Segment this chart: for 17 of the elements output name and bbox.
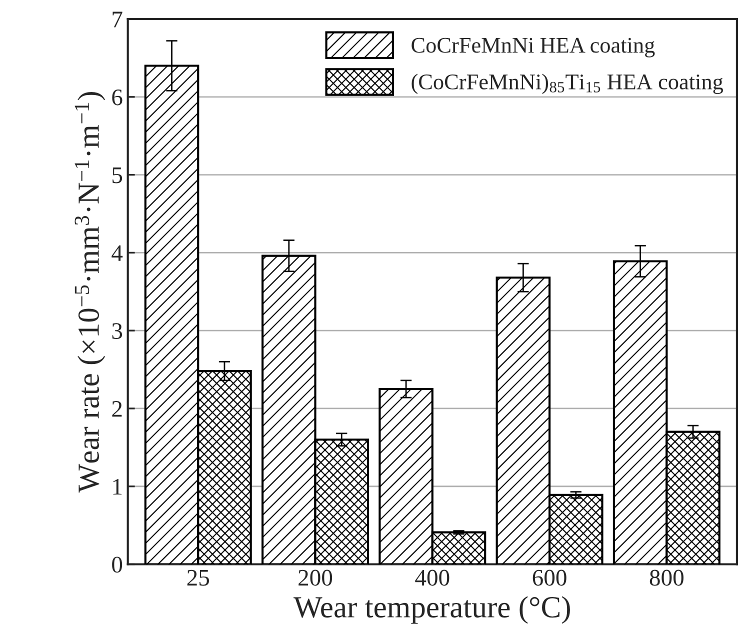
legend-label: (CoCrFeMnNi)$_{85}$Ti$_{15}$ HEA coating	[412, 74, 724, 94]
y-tick-label: 5	[112, 168, 122, 184]
legend-label: CoCrFeMnNi HEA coating	[412, 38, 655, 58]
y-tick-label: 4	[112, 245, 123, 261]
y-tick-label: 7	[112, 12, 122, 28]
x-tick-label: 200	[298, 570, 332, 586]
x-axis-title: Wear temperature (°C)	[294, 596, 570, 624]
x-tick-label: 600	[532, 570, 566, 586]
y-tick-label: 0	[112, 556, 122, 573]
y-tick-label: 2	[112, 401, 122, 417]
x-tick-label: 400	[415, 570, 450, 586]
y-tick-label: 6	[112, 89, 122, 106]
x-tick-label: 25	[187, 570, 210, 586]
x-tick-label: 800	[650, 570, 684, 586]
text: Wear rate (×10$^{−5}$·mm$^{3}$·N$^{−1}$·m$^{−1}$)	[74, 92, 106, 493]
y-tick-label: 1	[113, 478, 122, 495]
y-tick-label: 3	[112, 323, 122, 340]
